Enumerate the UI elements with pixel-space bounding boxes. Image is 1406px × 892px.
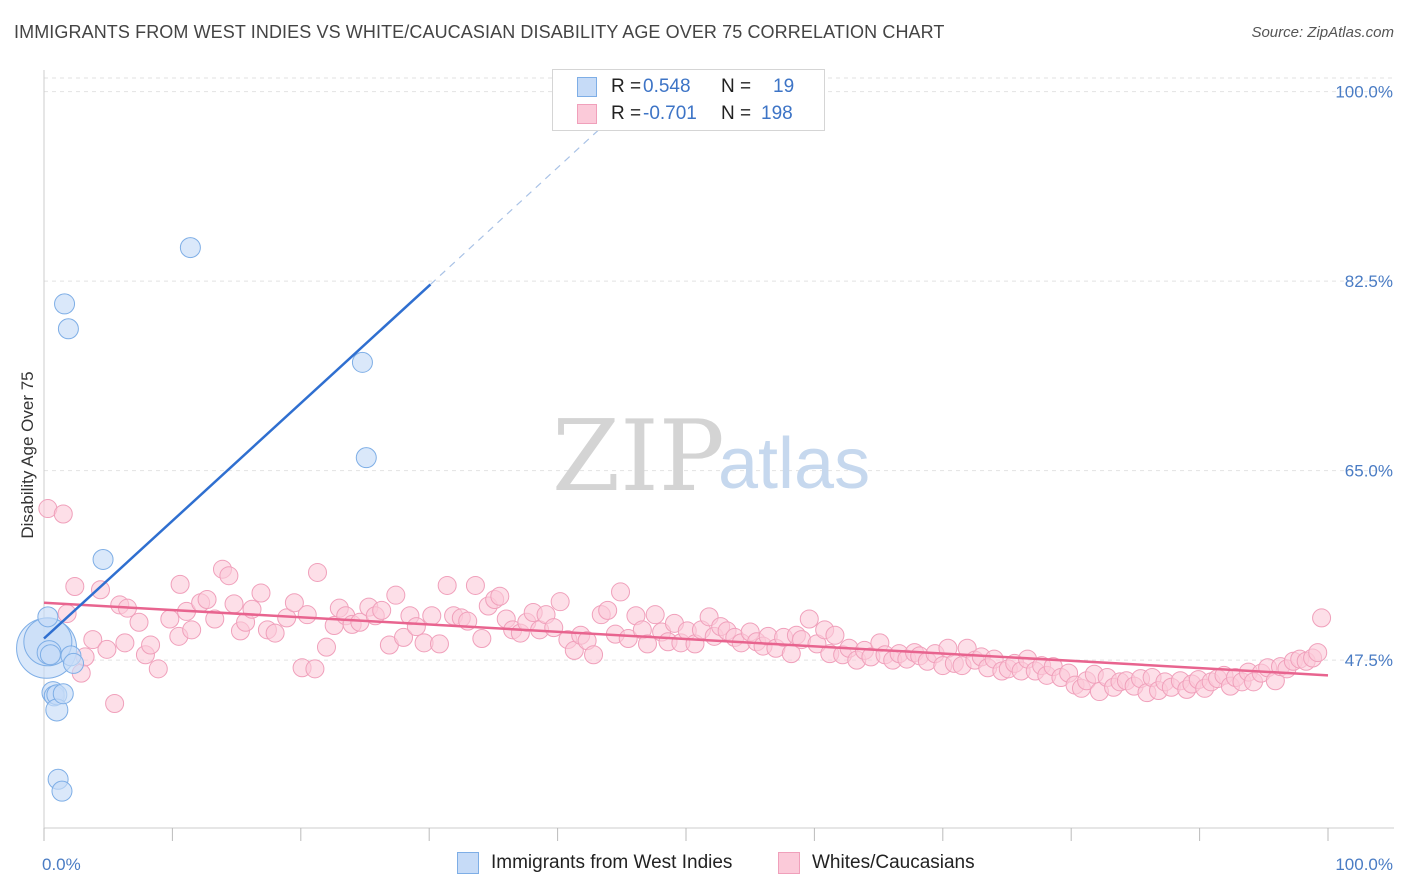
y-tick-label: 65.0% <box>1345 462 1393 481</box>
data-point-whites <box>386 585 406 605</box>
data-point-whites <box>307 562 327 582</box>
data-point-west-indies <box>39 644 61 666</box>
stats-row-series-2: R = -0.701 N = 198 <box>577 102 793 126</box>
trend-line-west-indies <box>43 283 432 640</box>
data-point-whites <box>799 609 819 629</box>
source-credit: Source: ZipAtlas.com <box>1251 24 1394 41</box>
data-point-west-indies <box>37 606 59 628</box>
data-point-whites <box>251 583 271 603</box>
series-1-swatch <box>577 77 597 97</box>
r-label: R = <box>611 76 642 97</box>
data-point-whites <box>429 634 449 654</box>
data-point-whites <box>182 620 202 640</box>
y-tick-label: 82.5% <box>1345 272 1393 291</box>
data-point-whites <box>90 580 110 600</box>
data-point-whites <box>437 575 457 595</box>
series-immigrants-west-indies <box>16 237 377 802</box>
data-point-whites <box>645 605 665 625</box>
data-point-whites <box>53 504 73 524</box>
data-point-whites <box>224 594 244 614</box>
data-point-whites <box>57 604 77 624</box>
data-point-west-indies <box>52 683 74 705</box>
data-point-whites <box>550 592 570 612</box>
stats-row-series-1: R = 0.548 N = 19 <box>577 75 794 99</box>
chart-title: IMMIGRANTS FROM WEST INDIES VS WHITE/CAU… <box>14 22 945 42</box>
data-point-whites <box>618 629 638 648</box>
data-point-whites <box>598 600 618 620</box>
trend-lines <box>43 125 1329 677</box>
data-point-whites <box>372 600 392 620</box>
trend-line-west-indies-extension <box>430 125 603 285</box>
data-point-west-indies <box>92 548 114 570</box>
data-point-whites <box>637 634 657 654</box>
data-point-whites <box>825 625 845 645</box>
y-tick-label: 47.5% <box>1345 651 1393 670</box>
data-point-whites <box>297 605 317 625</box>
trend-line-whites <box>43 601 1329 677</box>
data-point-whites <box>406 617 426 637</box>
r-value: 0.548 <box>643 76 691 97</box>
series-2-swatch <box>577 104 597 124</box>
data-point-whites <box>160 609 180 629</box>
n-value: 19 <box>773 76 795 97</box>
legend-swatch-blue <box>457 852 479 874</box>
legend-label: Whites/Caucasians <box>812 852 975 873</box>
legend-item-immigrants-west-indies[interactable]: Immigrants from West Indies <box>457 852 732 874</box>
tick-labels: 100.0% 82.5% 65.0% 47.5% 0.0% 100.0% <box>42 83 1393 874</box>
data-point-whites <box>115 633 135 653</box>
n-value: 198 <box>761 103 793 124</box>
data-point-whites <box>170 574 190 594</box>
data-point-whites <box>97 639 117 659</box>
r-label: R = <box>611 103 642 124</box>
legend-label: Immigrants from West Indies <box>491 852 733 873</box>
data-point-whites <box>148 659 168 679</box>
data-point-whites <box>584 645 604 665</box>
n-label: N = <box>721 76 752 97</box>
n-label: N = <box>721 103 752 124</box>
data-point-whites <box>265 623 285 643</box>
r-value: -0.701 <box>643 103 697 124</box>
data-point-west-indies <box>351 351 373 373</box>
data-point-whites <box>105 693 125 713</box>
data-point-whites <box>284 593 304 613</box>
data-point-west-indies <box>51 780 73 802</box>
data-point-west-indies <box>57 318 79 340</box>
data-point-whites <box>305 659 325 679</box>
data-point-whites <box>197 590 217 610</box>
stats-legend: R = 0.548 N = 19 R = -0.701 N = 198 <box>552 69 825 131</box>
data-point-whites <box>316 637 336 657</box>
x-tick-label-max: 100.0% <box>1335 855 1393 874</box>
data-point-whites <box>129 612 149 632</box>
data-point-whites <box>65 577 85 597</box>
data-point-whites <box>83 630 103 650</box>
data-point-whites <box>205 609 225 629</box>
grid-lines <box>44 77 1394 661</box>
data-point-whites <box>1312 608 1332 628</box>
data-point-west-indies <box>63 652 85 674</box>
series-whites-caucasians <box>38 499 1332 713</box>
y-tick-label: 100.0% <box>1335 83 1393 102</box>
data-point-whites <box>611 582 631 602</box>
data-point-whites <box>141 635 161 655</box>
data-point-whites <box>1308 643 1328 663</box>
data-point-whites <box>422 606 442 626</box>
data-point-whites <box>465 575 485 595</box>
data-point-whites <box>544 618 564 638</box>
legend-swatch-pink <box>778 852 800 874</box>
data-point-west-indies <box>355 447 377 469</box>
data-point-whites <box>472 629 492 648</box>
data-point-whites <box>219 566 239 586</box>
data-point-west-indies <box>54 293 76 315</box>
legend-item-whites-caucasians[interactable]: Whites/Caucasians <box>778 852 975 874</box>
data-point-whites <box>490 586 510 606</box>
axes <box>43 70 1394 841</box>
watermark-atlas: atlas <box>718 424 870 504</box>
data-point-whites <box>394 627 414 647</box>
watermark-zip: ZIP <box>552 400 725 514</box>
data-point-west-indies <box>179 237 201 259</box>
x-tick-label-min: 0.0% <box>42 855 81 874</box>
